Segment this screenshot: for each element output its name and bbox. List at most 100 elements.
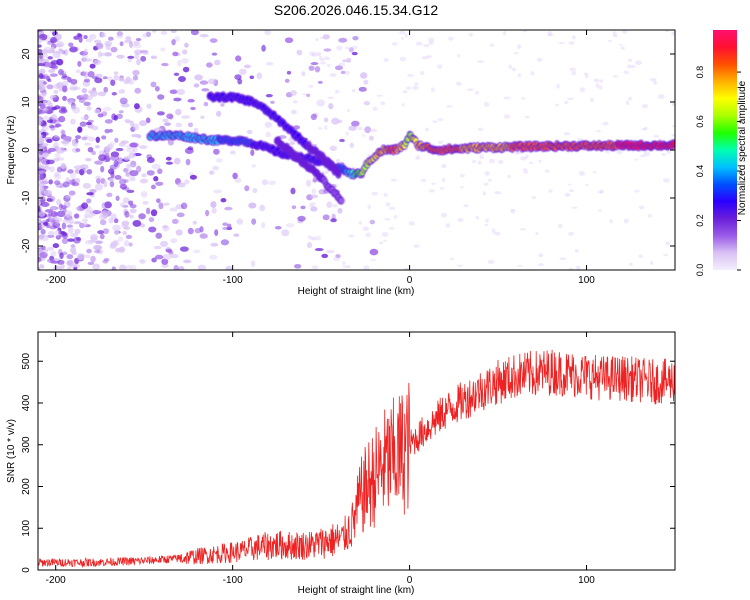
noise-speckle bbox=[333, 256, 341, 262]
noise-speckle bbox=[93, 244, 103, 251]
noise-speckle bbox=[160, 47, 166, 52]
noise-speckle bbox=[362, 226, 370, 231]
noise-speckle bbox=[48, 217, 57, 224]
noise-speckle bbox=[38, 226, 43, 231]
noise-speckle bbox=[54, 124, 60, 128]
noise-speckle bbox=[370, 128, 378, 133]
noise-speckle bbox=[165, 161, 174, 165]
noise-speckle bbox=[146, 156, 155, 164]
noise-speckle bbox=[404, 32, 408, 38]
noise-speckle bbox=[175, 108, 182, 116]
noise-speckle bbox=[104, 201, 112, 209]
noise-speckle bbox=[135, 38, 142, 42]
noise-speckle bbox=[211, 207, 217, 214]
noise-speckle bbox=[101, 135, 107, 140]
noise-speckle bbox=[87, 71, 95, 78]
noise-speckle bbox=[346, 108, 350, 113]
noise-speckle bbox=[592, 171, 597, 174]
x-tick-label: -200 bbox=[46, 575, 66, 586]
ridge-main-trace bbox=[146, 129, 675, 180]
noise-speckle bbox=[293, 263, 302, 269]
noise-speckle bbox=[530, 71, 535, 76]
noise-speckle bbox=[285, 223, 295, 228]
noise-speckle bbox=[139, 120, 148, 127]
noise-speckle bbox=[174, 36, 180, 42]
y-tick-label: 500 bbox=[21, 352, 32, 369]
noise-speckle bbox=[627, 64, 632, 69]
noise-speckle bbox=[133, 40, 140, 46]
noise-speckle bbox=[80, 116, 88, 121]
noise-speckle bbox=[249, 75, 255, 80]
noise-speckle bbox=[393, 215, 398, 219]
noise-speckle bbox=[142, 200, 149, 205]
noise-speckle bbox=[317, 127, 323, 130]
noise-speckle bbox=[628, 96, 633, 101]
noise-speckle bbox=[79, 164, 89, 170]
noise-speckle bbox=[222, 222, 228, 227]
noise-speckle bbox=[638, 205, 645, 210]
noise-speckle bbox=[70, 232, 79, 238]
noise-speckle bbox=[595, 83, 600, 88]
noise-speckle bbox=[321, 170, 329, 175]
noise-speckle bbox=[564, 192, 571, 198]
noise-speckle bbox=[322, 34, 330, 40]
noise-speckle bbox=[83, 58, 93, 62]
noise-speckle bbox=[259, 204, 266, 212]
noise-speckle bbox=[515, 151, 523, 155]
noise-speckle bbox=[213, 148, 220, 155]
ridge-point bbox=[339, 198, 344, 204]
noise-speckle bbox=[60, 162, 67, 169]
noise-speckle bbox=[122, 186, 130, 191]
noise-speckle bbox=[55, 234, 61, 240]
noise-speckle bbox=[65, 210, 73, 218]
noise-speckle bbox=[56, 198, 62, 206]
noise-speckle bbox=[78, 97, 86, 103]
noise-speckle bbox=[318, 55, 323, 60]
noise-speckle bbox=[342, 265, 350, 269]
noise-speckle bbox=[306, 179, 312, 187]
noise-speckle bbox=[163, 202, 170, 206]
noise-speckle bbox=[210, 242, 219, 247]
noise-speckle bbox=[187, 227, 194, 235]
noise-speckle bbox=[203, 101, 209, 107]
noise-speckle bbox=[371, 191, 379, 196]
noise-speckle bbox=[265, 93, 273, 98]
noise-speckle bbox=[351, 120, 360, 127]
noise-speckle bbox=[653, 80, 657, 85]
y-tick-label: -10 bbox=[21, 190, 32, 205]
snr-frame bbox=[37, 331, 676, 571]
noise-speckle bbox=[593, 78, 600, 83]
noise-speckle bbox=[605, 151, 610, 154]
noise-speckle bbox=[170, 253, 179, 259]
noise-speckle bbox=[151, 257, 157, 263]
noise-speckle bbox=[125, 234, 133, 240]
noise-speckle bbox=[612, 75, 618, 78]
noise-speckle bbox=[264, 121, 272, 128]
noise-speckle bbox=[38, 40, 42, 44]
noise-speckle bbox=[664, 30, 670, 33]
noise-speckle bbox=[484, 171, 490, 176]
noise-speckle bbox=[475, 215, 480, 220]
colorbar-tick-label: 0.8 bbox=[695, 66, 705, 79]
noise-speckle bbox=[38, 129, 42, 135]
noise-speckle bbox=[391, 42, 398, 46]
noise-speckle bbox=[58, 108, 68, 114]
noise-speckle bbox=[173, 97, 182, 102]
noise-speckle bbox=[405, 86, 412, 90]
noise-speckle bbox=[352, 35, 359, 41]
x-tick-label: -200 bbox=[46, 275, 66, 286]
noise-speckle bbox=[344, 46, 351, 50]
noise-speckle bbox=[261, 44, 266, 52]
noise-speckle bbox=[95, 42, 104, 49]
spectrogram-noise bbox=[38, 30, 675, 270]
noise-speckle bbox=[554, 103, 559, 107]
noise-speckle bbox=[445, 223, 451, 228]
noise-speckle bbox=[162, 253, 172, 260]
noise-speckle bbox=[61, 130, 66, 134]
noise-speckle bbox=[93, 249, 101, 254]
noise-speckle bbox=[584, 73, 589, 79]
noise-speckle bbox=[547, 31, 553, 36]
noise-speckle bbox=[81, 136, 88, 141]
noise-speckle bbox=[121, 220, 130, 227]
